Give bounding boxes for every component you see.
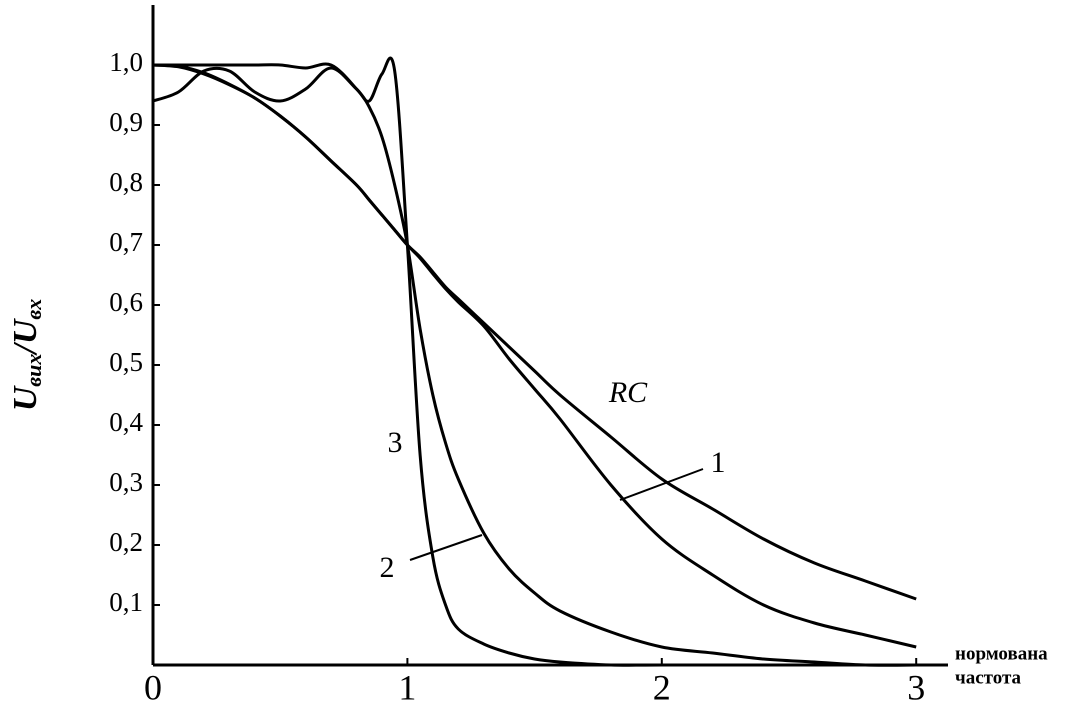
y-label-part: / — [7, 341, 44, 357]
x-tick-label: 3 — [907, 667, 925, 707]
y-tick-label: 0,1 — [109, 587, 143, 617]
curve-label: 1 — [711, 446, 726, 479]
y-tick-label: 0,2 — [109, 527, 143, 557]
y-tick-label: 0,6 — [109, 287, 143, 317]
x-tick-label: 1 — [398, 667, 416, 707]
curve-label: 3 — [388, 426, 403, 459]
leader-line — [409, 534, 483, 561]
y-tick-label: 0,3 — [109, 467, 143, 497]
y-tick-label: 0,5 — [109, 347, 143, 377]
y-tick-label: 0,4 — [109, 407, 143, 437]
curve-label: 2 — [380, 551, 395, 584]
y-tick-label: 0,8 — [109, 167, 143, 197]
y-label-part: U — [7, 384, 44, 411]
series-line — [152, 63, 917, 601]
x-axis-label: нормована — [955, 643, 1048, 664]
y-tick-label: 0,7 — [109, 227, 143, 257]
y-axis-label: Uвих/Uвх — [7, 299, 46, 412]
series-line — [152, 56, 917, 667]
x-tick-label: 2 — [653, 667, 671, 707]
y-label-part: вх — [21, 299, 46, 320]
y-tick-label: 0,9 — [109, 107, 143, 137]
y-label-part: вих — [21, 354, 46, 387]
leader-line — [619, 468, 704, 501]
curve-label: RC — [608, 376, 648, 409]
series-line — [153, 62, 917, 667]
series-line — [152, 63, 917, 649]
x-tick-label: 0 — [144, 667, 162, 707]
x-axis-label: частота — [955, 667, 1022, 688]
y-tick-label: 1,0 — [109, 47, 143, 77]
y-label-part: U — [7, 317, 44, 344]
